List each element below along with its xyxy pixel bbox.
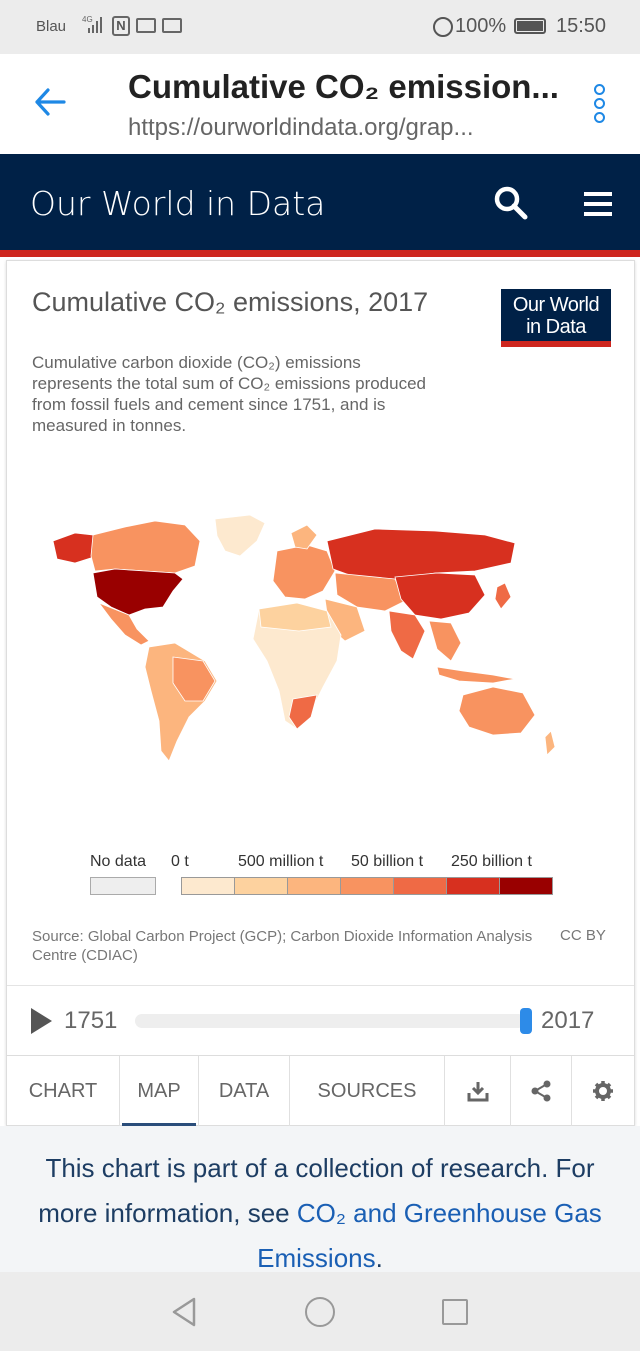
legend-no-data-label: No data — [90, 853, 147, 870]
legend-no-data-swatch — [90, 877, 156, 895]
map-scandinavia — [290, 524, 318, 550]
back-arrow-icon[interactable] — [34, 88, 66, 116]
chart-source[interactable]: Source: Global Carbon Project (GCP); Car… — [32, 928, 533, 964]
map-south-africa — [288, 694, 318, 730]
search-icon[interactable] — [494, 186, 528, 220]
note-end: . — [375, 1243, 383, 1273]
browser-toolbar: Cumulative CO₂ emission... https://ourwo… — [0, 54, 640, 154]
map-alaska — [52, 532, 98, 564]
note-text: This chart is part of a collection of re… — [38, 1153, 595, 1228]
map-legend: No data 0 t 500 million t 50 billion t 2… — [7, 851, 636, 901]
legend-bin-3[interactable] — [341, 878, 394, 894]
map-mexico — [97, 602, 150, 646]
note-link[interactable]: CO₂ and Greenhouse Gas Emissions — [257, 1198, 602, 1273]
legend-bin-5[interactable] — [447, 878, 500, 894]
settings-button[interactable] — [572, 1056, 634, 1126]
timeline-track[interactable] — [135, 1014, 525, 1028]
download-icon — [467, 1082, 488, 1102]
status-bar: Blau 4G N 100% 15:50 — [0, 0, 640, 54]
legend-label-3: 250 billion t — [451, 853, 532, 870]
timeline-start-year: 1751 — [64, 1007, 118, 1034]
battery-icon — [514, 18, 546, 34]
timeline-end-year: 2017 — [541, 1007, 595, 1034]
alarm-icon — [433, 17, 453, 37]
tab-map[interactable]: MAP — [120, 1056, 199, 1126]
nav-back-icon[interactable] — [170, 1296, 198, 1328]
page-title: Cumulative CO₂ emission... — [128, 68, 559, 105]
signal-icon: 4G — [82, 15, 102, 33]
nav-recents-icon[interactable] — [442, 1299, 468, 1325]
share-button[interactable] — [511, 1056, 572, 1126]
chart-tabs: CHART MAP DATA SOURCES — [7, 1055, 634, 1126]
owid-logo[interactable]: Our World in Data — [501, 289, 611, 347]
network-label: 4G — [82, 15, 93, 24]
map-china — [394, 572, 486, 620]
mail-icon — [136, 18, 156, 33]
gmail-icon — [162, 18, 182, 33]
hamburger-menu-icon[interactable] — [584, 192, 612, 222]
legend-color-scale[interactable] — [181, 877, 553, 895]
legend-bin-2[interactable] — [288, 878, 341, 894]
map-japan — [494, 582, 512, 610]
legend-bin-6[interactable] — [500, 878, 552, 894]
battery-percent: 100% — [455, 15, 507, 37]
system-nav-bar — [0, 1272, 640, 1351]
chart-subtitle: Cumulative carbon dioxide (CO₂) emission… — [32, 353, 427, 435]
map-australia — [458, 686, 536, 736]
map-indonesia — [436, 666, 516, 684]
carrier-label: Blau — [36, 18, 67, 35]
map-new-zealand — [544, 730, 556, 756]
legend-label-0: 0 t — [171, 853, 189, 870]
share-icon — [531, 1080, 551, 1102]
settings-icon — [593, 1081, 613, 1101]
download-button[interactable] — [445, 1056, 511, 1126]
site-header: Our World in Data — [0, 154, 640, 250]
map-usa — [92, 568, 184, 616]
map-se-asia — [428, 620, 462, 662]
clock: 15:50 — [556, 15, 607, 37]
timeline-handle[interactable] — [520, 1008, 532, 1034]
legend-bin-4[interactable] — [394, 878, 447, 894]
chart-card: Cumulative CO₂ emissions, 2017 Cumulativ… — [6, 260, 635, 1126]
nav-home-icon[interactable] — [305, 1297, 335, 1327]
map-russia — [326, 528, 516, 580]
play-icon[interactable] — [31, 1008, 52, 1034]
legend-label-2: 50 billion t — [351, 853, 424, 870]
map-greenland — [214, 514, 266, 557]
header-accent-line — [0, 250, 640, 257]
map-canada — [90, 520, 201, 574]
site-brand[interactable]: Our World in Data — [30, 184, 326, 223]
overflow-menu-icon[interactable] — [594, 84, 608, 126]
nfc-icon: N — [112, 16, 130, 36]
legend-bin-0[interactable] — [182, 878, 235, 894]
map-india — [388, 610, 426, 660]
map-north-africa — [258, 602, 332, 632]
logo-line-2: in Data — [526, 316, 586, 338]
tab-data[interactable]: DATA — [199, 1056, 290, 1126]
map-brazil — [172, 656, 216, 702]
license-label[interactable]: CC BY — [560, 927, 606, 944]
tab-chart[interactable]: CHART — [7, 1056, 120, 1126]
world-map[interactable] — [45, 511, 585, 771]
legend-bin-1[interactable] — [235, 878, 288, 894]
chart-title: Cumulative CO₂ emissions, 2017 — [32, 287, 429, 317]
collection-note: This chart is part of a collection of re… — [0, 1126, 640, 1273]
logo-line-1: Our World — [512, 294, 600, 316]
url-field[interactable]: https://ourworldindata.org/grap... — [128, 114, 474, 141]
timeline: 1751 2017 — [7, 985, 634, 1055]
map-europe — [272, 544, 336, 600]
legend-label-1: 500 million t — [238, 853, 324, 870]
map-central-asia — [334, 572, 406, 612]
tab-sources[interactable]: SOURCES — [290, 1056, 445, 1126]
